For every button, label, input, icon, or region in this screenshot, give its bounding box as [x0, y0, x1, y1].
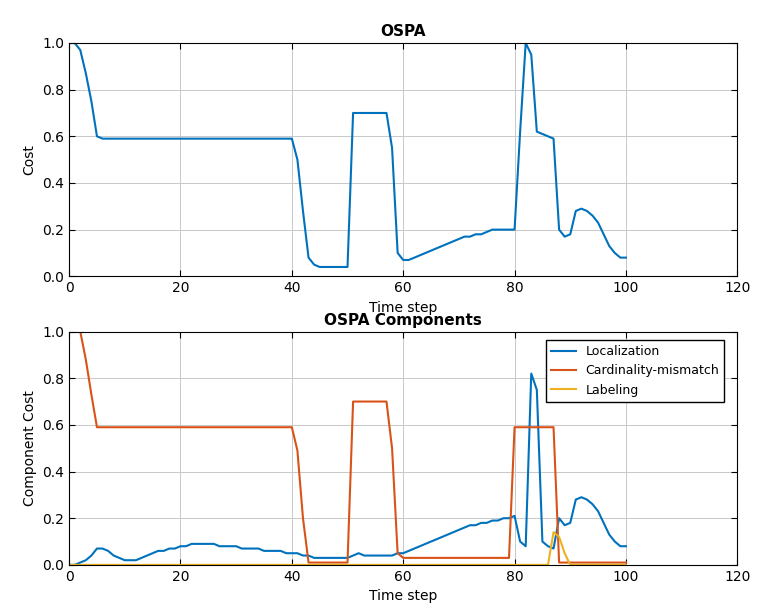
Labeling — [571, 561, 581, 569]
Cardinality-mismatch — [326, 559, 336, 566]
Localization — [204, 540, 213, 548]
Labeling — [621, 561, 631, 569]
X-axis label: Time step: Time step — [369, 301, 438, 315]
Cardinality-mismatch — [304, 559, 313, 566]
Localization — [454, 526, 463, 534]
Line: Cardinality-mismatch: Cardinality-mismatch — [69, 332, 626, 562]
Labeling — [560, 550, 569, 557]
Legend: Localization, Cardinality-mismatch, Labeling: Localization, Cardinality-mismatch, Labe… — [545, 340, 724, 402]
Localization — [621, 543, 631, 550]
Localization — [321, 554, 330, 562]
Cardinality-mismatch — [65, 328, 74, 335]
Localization — [104, 547, 113, 554]
Labeling — [549, 529, 558, 536]
Cardinality-mismatch — [488, 554, 497, 562]
Title: OSPA: OSPA — [380, 24, 426, 39]
Y-axis label: Component Cost: Component Cost — [23, 391, 37, 506]
Title: OSPA Components: OSPA Components — [324, 313, 482, 328]
Localization — [65, 561, 74, 569]
Labeling — [65, 561, 74, 569]
Line: Labeling: Labeling — [69, 532, 626, 565]
X-axis label: Time step: Time step — [369, 589, 438, 604]
Labeling — [554, 533, 564, 540]
Labeling — [577, 561, 586, 569]
Line: Localization: Localization — [69, 373, 626, 565]
Labeling — [565, 561, 574, 569]
Cardinality-mismatch — [460, 554, 469, 562]
Localization — [482, 519, 492, 527]
Localization — [399, 550, 408, 557]
Y-axis label: Cost: Cost — [23, 144, 37, 175]
Labeling — [543, 561, 552, 569]
Localization — [527, 370, 536, 377]
Labeling — [538, 561, 547, 569]
Cardinality-mismatch — [204, 424, 213, 431]
Cardinality-mismatch — [104, 424, 113, 431]
Cardinality-mismatch — [621, 559, 631, 566]
Cardinality-mismatch — [404, 554, 413, 562]
